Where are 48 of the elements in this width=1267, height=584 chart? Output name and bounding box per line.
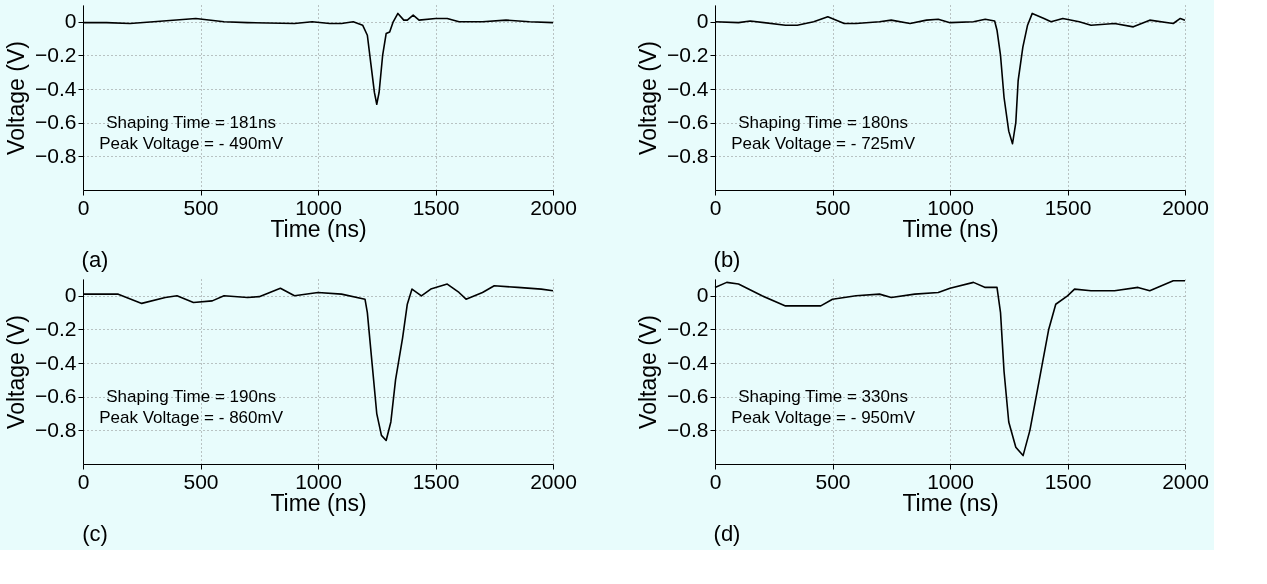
y-axis-title: Voltage (V) — [635, 41, 662, 155]
y-tick-label: −0.8 — [667, 417, 709, 441]
x-tick-label: 1500 — [412, 469, 460, 493]
x-tick-label: 500 — [183, 469, 219, 493]
annotation: Shaping Time = 190ns — [106, 387, 276, 407]
annotation: Peak Voltage = - 725mV — [731, 133, 916, 153]
y-tick-label: −0.6 — [35, 110, 77, 134]
y-tick-label: −0.2 — [35, 42, 77, 66]
x-tick-label: 500 — [183, 195, 219, 219]
y-tick-label: −0.8 — [35, 417, 77, 441]
y-axis-title: Voltage (V) — [635, 315, 662, 429]
annotation: Peak Voltage = - 950mV — [731, 407, 916, 427]
annotation: Shaping Time = 330ns — [738, 387, 908, 407]
y-tick-label: −0.4 — [35, 350, 77, 374]
y-tick-label: −0.4 — [667, 76, 709, 100]
x-tick-label: 500 — [815, 469, 851, 493]
x-tick-label: 1500 — [1044, 195, 1092, 219]
y-tick-label: −0.8 — [35, 143, 77, 167]
y-tick-label: −0.4 — [667, 350, 709, 374]
x-tick-label: 2000 — [530, 469, 577, 493]
y-tick-label: −0.8 — [667, 143, 709, 167]
text: (d) — [713, 521, 741, 546]
y-tick-label: −0.6 — [35, 384, 77, 408]
annotation: Peak Voltage = - 490mV — [99, 133, 284, 153]
x-tick-label: 2000 — [1162, 195, 1209, 219]
y-tick-label: 0 — [64, 283, 77, 307]
text: (c) — [82, 521, 108, 546]
y-tick-label: 0 — [696, 9, 709, 33]
x-tick-label: 2000 — [530, 195, 577, 219]
y-tick-label: −0.2 — [35, 316, 77, 340]
x-tick-label: 1500 — [1044, 469, 1092, 493]
annotation: Shaping Time = 181ns — [106, 113, 276, 133]
y-tick-label: −0.6 — [667, 110, 709, 134]
text: (b) — [713, 247, 741, 272]
x-tick-label: 500 — [815, 195, 851, 219]
y-tick-label: −0.4 — [35, 76, 77, 100]
annotation: Peak Voltage = - 860mV — [99, 407, 284, 427]
y-tick-label: 0 — [64, 9, 77, 33]
y-tick-label: −0.2 — [667, 42, 709, 66]
y-tick-label: −0.2 — [667, 316, 709, 340]
y-tick-label: 0 — [696, 283, 709, 307]
text: (a) — [81, 247, 109, 272]
y-axis-title: Voltage (V) — [3, 315, 30, 429]
y-tick-label: −0.6 — [667, 384, 709, 408]
y-axis-title: Voltage (V) — [3, 41, 30, 155]
x-tick-label: 2000 — [1162, 469, 1209, 493]
x-tick-label: 1500 — [412, 195, 460, 219]
annotation: Shaping Time = 180ns — [738, 113, 908, 133]
